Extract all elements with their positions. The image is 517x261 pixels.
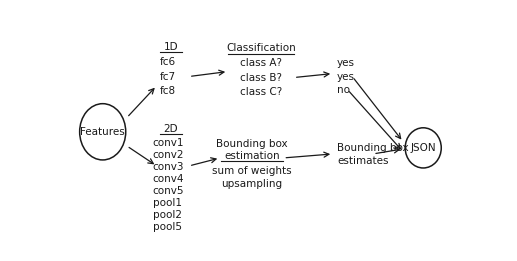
Text: conv1: conv1 (152, 138, 184, 148)
Text: pool2: pool2 (154, 210, 183, 220)
Text: yes: yes (337, 58, 355, 68)
Text: JSON: JSON (410, 143, 436, 153)
Text: conv5: conv5 (152, 186, 184, 196)
Text: sum of weights: sum of weights (212, 166, 292, 176)
Text: fc7: fc7 (160, 72, 176, 81)
Text: class C?: class C? (240, 87, 282, 97)
Text: Bounding box: Bounding box (216, 139, 288, 149)
Text: conv3: conv3 (152, 162, 184, 172)
Text: estimation: estimation (224, 151, 280, 161)
Text: class B?: class B? (240, 73, 282, 82)
Text: Classification: Classification (226, 43, 296, 54)
Text: conv4: conv4 (152, 174, 184, 184)
Text: upsampling: upsampling (222, 179, 283, 189)
Text: yes: yes (337, 72, 355, 81)
Text: Bounding box: Bounding box (337, 143, 409, 153)
Text: fc6: fc6 (160, 57, 176, 68)
Text: 1D: 1D (163, 42, 178, 52)
Text: estimates: estimates (337, 156, 389, 166)
Text: fc8: fc8 (160, 86, 176, 96)
Text: 2D: 2D (163, 124, 178, 134)
Text: pool5: pool5 (154, 222, 183, 232)
Text: Features: Features (80, 127, 125, 137)
Text: class A?: class A? (240, 58, 282, 68)
Text: conv2: conv2 (152, 150, 184, 160)
Text: pool1: pool1 (154, 198, 183, 208)
Text: no: no (337, 85, 350, 94)
